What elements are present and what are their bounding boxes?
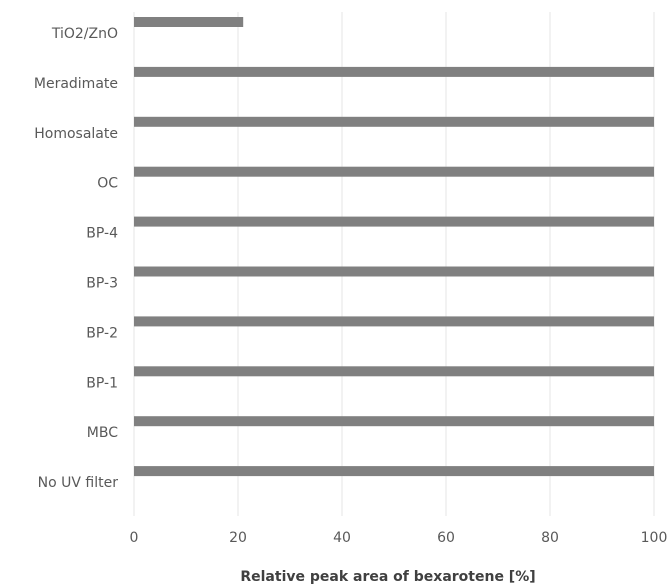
category-label: Meradimate: [34, 76, 118, 92]
bars: [134, 17, 654, 477]
bar: [134, 216, 654, 227]
bar: [134, 416, 654, 427]
bar: [134, 466, 654, 477]
x-axis-title: Relative peak area of bexarotene [%]: [240, 569, 535, 585]
category-label: BP-2: [86, 325, 118, 341]
x-tick-label: 0: [130, 530, 139, 546]
category-label: Homosalate: [34, 126, 118, 142]
x-tick-label: 20: [229, 530, 247, 546]
category-label: BP-3: [86, 276, 118, 292]
x-tick-label: 100: [641, 530, 668, 546]
category-label: BP-1: [86, 375, 118, 391]
bar: [134, 116, 654, 127]
category-label: OC: [97, 176, 118, 192]
bar: [134, 17, 244, 27]
grid-lines: [133, 12, 655, 516]
bar: [134, 316, 654, 327]
category-labels: TiO2/ZnO Meradimate Homosalate OC BP-4 BP-3 BP…: [34, 26, 118, 491]
x-tick-label: 40: [333, 530, 351, 546]
bar: [134, 366, 654, 377]
category-label: MBC: [87, 425, 118, 441]
bar: [134, 66, 654, 77]
category-label: BP-4: [86, 226, 118, 242]
category-label: No UV filter: [38, 475, 119, 491]
x-tick-label: 60: [437, 530, 455, 546]
category-label: TiO2/ZnO: [51, 26, 118, 42]
x-tick-label: 80: [541, 530, 559, 546]
bar: [134, 166, 654, 177]
x-tick-labels: 0 20 40 60 80 100: [130, 530, 668, 546]
bar: [134, 266, 654, 277]
